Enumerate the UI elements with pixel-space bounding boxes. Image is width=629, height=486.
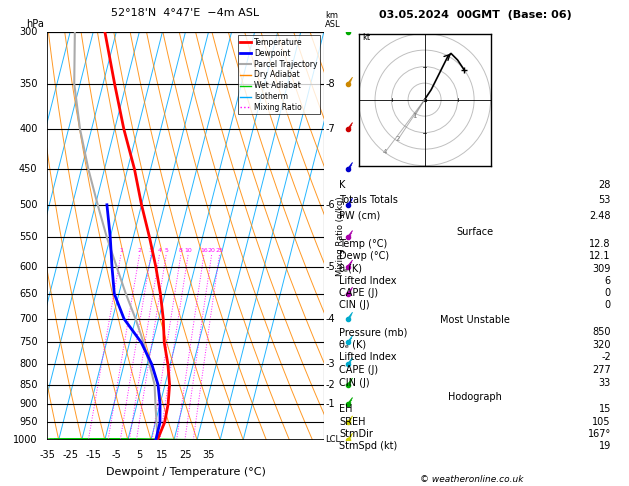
- Text: Lifted Index: Lifted Index: [339, 352, 396, 363]
- Text: 52°18'N  4°47'E  −4m ASL: 52°18'N 4°47'E −4m ASL: [111, 8, 260, 18]
- Text: 33: 33: [599, 378, 611, 387]
- Text: Most Unstable: Most Unstable: [440, 315, 510, 325]
- Text: 20: 20: [208, 248, 216, 253]
- Text: -2: -2: [325, 380, 335, 390]
- Text: 650: 650: [19, 289, 38, 299]
- Text: 5: 5: [164, 248, 168, 253]
- Text: θₑ(K): θₑ(K): [339, 263, 363, 274]
- Text: 15: 15: [599, 404, 611, 415]
- Text: 600: 600: [19, 261, 38, 272]
- Text: 53: 53: [599, 195, 611, 206]
- Text: 320: 320: [593, 340, 611, 350]
- Text: 4: 4: [383, 150, 387, 156]
- Text: Mixing Ratio (g/kg): Mixing Ratio (g/kg): [336, 196, 345, 276]
- Text: 12.8: 12.8: [589, 239, 611, 249]
- Text: 10: 10: [184, 248, 192, 253]
- Text: CAPE (J): CAPE (J): [339, 365, 378, 375]
- Text: CIN (J): CIN (J): [339, 300, 369, 310]
- Text: Temp (°C): Temp (°C): [339, 239, 387, 249]
- Text: 750: 750: [19, 337, 38, 347]
- Text: km
ASL: km ASL: [325, 11, 341, 29]
- Text: -15: -15: [86, 450, 101, 460]
- Text: Totals Totals: Totals Totals: [339, 195, 398, 206]
- Text: EH: EH: [339, 404, 352, 415]
- Text: CIN (J): CIN (J): [339, 378, 369, 387]
- Text: 550: 550: [19, 232, 38, 242]
- Text: -1: -1: [325, 399, 335, 409]
- Text: 277: 277: [592, 365, 611, 375]
- Text: Lifted Index: Lifted Index: [339, 276, 396, 286]
- Text: -35: -35: [39, 450, 55, 460]
- Text: 800: 800: [19, 359, 38, 369]
- Text: -25: -25: [62, 450, 78, 460]
- Text: 35: 35: [203, 450, 215, 460]
- Text: 850: 850: [593, 327, 611, 337]
- Text: 0: 0: [604, 288, 611, 298]
- Text: 2: 2: [137, 248, 142, 253]
- Text: 350: 350: [19, 79, 38, 89]
- Text: -2: -2: [601, 352, 611, 363]
- Text: 500: 500: [19, 200, 38, 210]
- Text: Surface: Surface: [456, 227, 494, 237]
- Text: -4: -4: [325, 314, 335, 324]
- Text: StmDir: StmDir: [339, 429, 373, 439]
- Text: LCL: LCL: [325, 435, 340, 444]
- Text: 400: 400: [19, 124, 38, 134]
- Text: 1: 1: [119, 248, 123, 253]
- Text: 309: 309: [593, 263, 611, 274]
- Text: 15: 15: [156, 450, 169, 460]
- Text: K: K: [339, 180, 345, 190]
- Text: 850: 850: [19, 380, 38, 390]
- Text: 450: 450: [19, 164, 38, 174]
- Text: 1: 1: [413, 113, 417, 119]
- Text: hPa: hPa: [26, 19, 44, 29]
- Text: 300: 300: [19, 27, 38, 36]
- Text: 950: 950: [19, 417, 38, 428]
- Text: 2: 2: [396, 136, 400, 142]
- Text: Hodograph: Hodograph: [448, 392, 502, 402]
- Text: θₑ (K): θₑ (K): [339, 340, 366, 350]
- Text: 12.1: 12.1: [589, 251, 611, 261]
- Text: -6: -6: [325, 200, 335, 210]
- Text: 4: 4: [157, 248, 162, 253]
- Text: 105: 105: [593, 417, 611, 427]
- Text: 6: 6: [604, 276, 611, 286]
- Text: CAPE (J): CAPE (J): [339, 288, 378, 298]
- Text: Dewp (°C): Dewp (°C): [339, 251, 389, 261]
- Text: 28: 28: [599, 180, 611, 190]
- Text: SREH: SREH: [339, 417, 365, 427]
- Text: 16: 16: [200, 248, 208, 253]
- Text: 3: 3: [149, 248, 153, 253]
- Text: PW (cm): PW (cm): [339, 211, 380, 221]
- Text: -8: -8: [325, 79, 335, 89]
- Legend: Temperature, Dewpoint, Parcel Trajectory, Dry Adiabat, Wet Adiabat, Isotherm, Mi: Temperature, Dewpoint, Parcel Trajectory…: [238, 35, 320, 114]
- Text: -3: -3: [325, 359, 335, 369]
- Text: Pressure (mb): Pressure (mb): [339, 327, 408, 337]
- Text: -5: -5: [325, 261, 335, 272]
- Text: -7: -7: [325, 124, 335, 134]
- Text: © weatheronline.co.uk: © weatheronline.co.uk: [420, 474, 523, 484]
- Text: StmSpd (kt): StmSpd (kt): [339, 441, 397, 451]
- Text: 167°: 167°: [587, 429, 611, 439]
- Text: 25: 25: [179, 450, 192, 460]
- Text: 19: 19: [599, 441, 611, 451]
- Text: 03.05.2024  00GMT  (Base: 06): 03.05.2024 00GMT (Base: 06): [379, 10, 571, 20]
- Text: -5: -5: [111, 450, 121, 460]
- Text: 8: 8: [179, 248, 183, 253]
- Text: Dewpoint / Temperature (°C): Dewpoint / Temperature (°C): [106, 467, 265, 477]
- Text: 5: 5: [136, 450, 143, 460]
- Text: 25: 25: [216, 248, 223, 253]
- Text: kt: kt: [362, 33, 370, 42]
- Text: 1000: 1000: [13, 435, 38, 445]
- Text: 700: 700: [19, 314, 38, 324]
- Text: 900: 900: [19, 399, 38, 409]
- Text: 0: 0: [604, 300, 611, 310]
- Text: 2.48: 2.48: [589, 211, 611, 221]
